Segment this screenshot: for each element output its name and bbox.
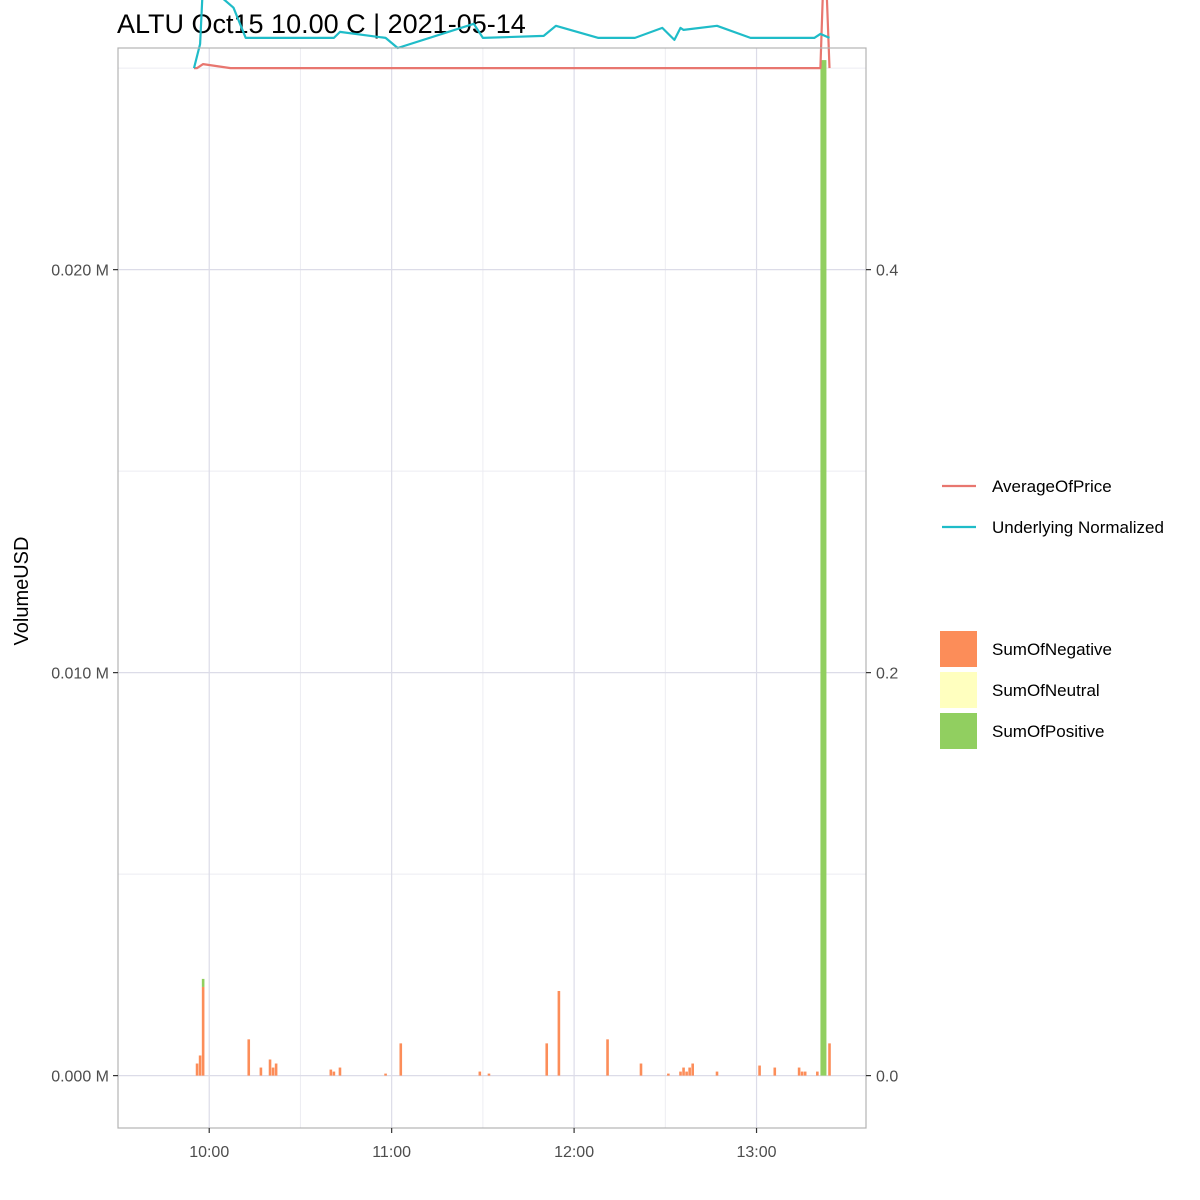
bar-negative-12:38 bbox=[688, 1067, 691, 1076]
legend-label-underlying: Underlying Normalized bbox=[992, 518, 1164, 537]
bar-negative-13:14 bbox=[797, 1067, 801, 1076]
x-tick-label-12:00: 12:00 bbox=[554, 1144, 594, 1161]
line-series bbox=[192, 0, 831, 70]
legend-key-positive bbox=[940, 713, 977, 749]
legend-key-negative bbox=[940, 631, 977, 667]
chart-title: ALTU Oct15 10.00 C | 2021-05-14 bbox=[117, 9, 526, 39]
bar-negative-13:20 bbox=[816, 1071, 819, 1076]
volume-bars bbox=[195, 60, 831, 1076]
x-tick-label-13:00: 13:00 bbox=[737, 1144, 777, 1161]
bar-negative-13:16 bbox=[803, 1071, 807, 1076]
y-left-tick-label: 0.020 M bbox=[51, 263, 109, 280]
bar-negative-13:06 bbox=[773, 1067, 777, 1076]
y-right-tick-label: 0.4 bbox=[876, 263, 898, 280]
bar-positive-13:22 bbox=[820, 60, 827, 1076]
x-tick-label-11:00: 11:00 bbox=[372, 1144, 411, 1161]
legend-key-neutral bbox=[940, 672, 977, 708]
legend-label-average_price: AverageOfPrice bbox=[992, 477, 1112, 496]
bar-negative-09:57 bbox=[198, 1055, 202, 1076]
bar-positive-09:58 bbox=[201, 978, 205, 987]
bar-negative-13:24 bbox=[828, 1043, 831, 1076]
bar-negative-12:11 bbox=[606, 1039, 609, 1076]
bar-negative-12:31 bbox=[667, 1073, 670, 1076]
y-axis-title: VolumeUSD bbox=[11, 537, 33, 646]
line-average_price bbox=[194, 0, 831, 70]
y-right-tick-label: 0.0 bbox=[876, 1069, 898, 1086]
bar-negative-11:32 bbox=[487, 1073, 491, 1076]
bar-negative-11:03 bbox=[399, 1043, 403, 1076]
bar-negative-11:29 bbox=[478, 1071, 482, 1076]
bar-negative-12:36 bbox=[682, 1067, 685, 1076]
y-right-tick-label: 0.2 bbox=[876, 666, 898, 683]
bar-negative-12:47 bbox=[715, 1071, 719, 1076]
bar-negative-12:22 bbox=[639, 1063, 643, 1076]
bar-negative-10:21 bbox=[271, 1067, 275, 1076]
bar-negative-10:13 bbox=[247, 1039, 251, 1076]
legend: AverageOfPrice Underlying Normalized SumOf… bbox=[940, 477, 1164, 749]
bar-negative-11:51 bbox=[545, 1043, 549, 1076]
y-left-tick-label: 0.010 M bbox=[51, 666, 109, 683]
bar-negative-10:20 bbox=[268, 1059, 272, 1076]
bar-negative-12:39 bbox=[691, 1063, 694, 1076]
bar-negative-10:40 bbox=[329, 1069, 333, 1076]
bar-negative-09:56 bbox=[195, 1063, 199, 1076]
x-tick-label-10:00: 10:00 bbox=[189, 1144, 229, 1161]
line-underlying bbox=[192, 0, 830, 69]
bar-negative-10:17 bbox=[259, 1067, 263, 1076]
bar-negative-13:15 bbox=[800, 1071, 804, 1076]
bar-negative-11:55 bbox=[557, 990, 561, 1076]
y-left-tick-label: 0.000 M bbox=[51, 1069, 109, 1086]
bar-negative-12:35 bbox=[679, 1071, 682, 1076]
plot-panel bbox=[118, 48, 866, 1128]
bar-negative-10:41 bbox=[332, 1071, 336, 1076]
bar-negative-13:01 bbox=[758, 1065, 761, 1076]
bar-negative-10:43 bbox=[338, 1067, 342, 1076]
axes: 10:00 11:00 12:00 13:00 0.000 M 0.010 M 0.020 … bbox=[51, 263, 898, 1161]
legend-label-neutral: SumOfNeutral bbox=[992, 681, 1100, 700]
bar-negative-09:58 bbox=[201, 986, 205, 1076]
bar-negative-12:37 bbox=[685, 1071, 688, 1076]
legend-label-positive: SumOfPositive bbox=[992, 722, 1104, 741]
bar-negative-10:58 bbox=[384, 1073, 387, 1076]
panel-border bbox=[117, 47, 867, 1129]
bar-negative-10:22 bbox=[274, 1063, 278, 1076]
legend-label-negative: SumOfNegative bbox=[992, 640, 1112, 659]
